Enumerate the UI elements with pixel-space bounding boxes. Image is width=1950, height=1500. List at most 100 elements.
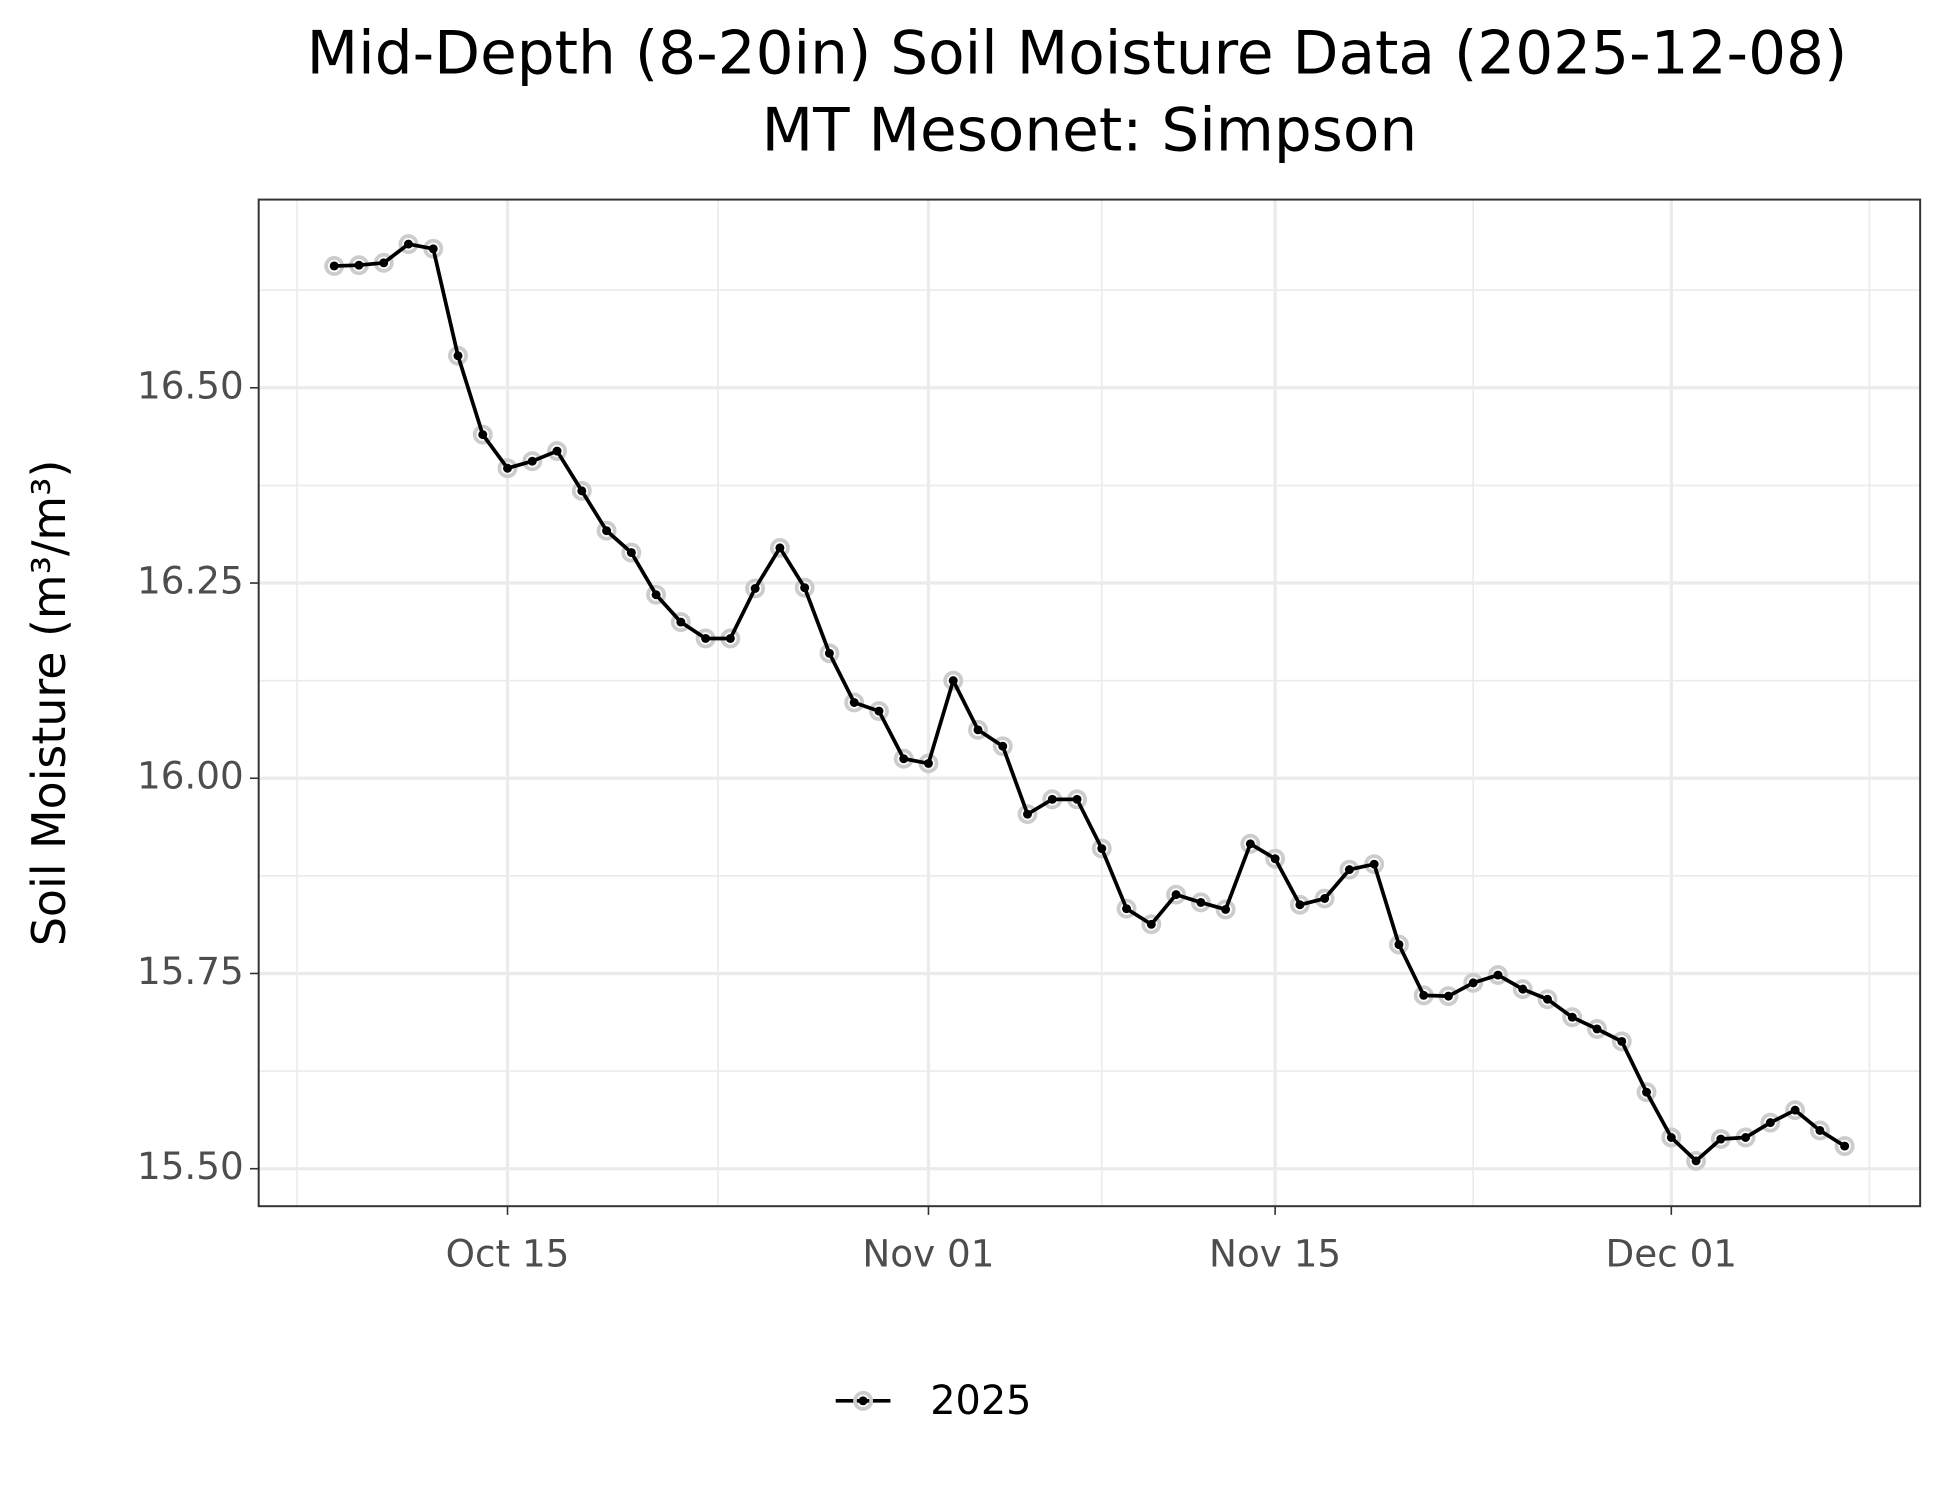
y-tick-label: 16.50 — [137, 363, 244, 407]
point — [923, 758, 933, 768]
point-halo — [868, 701, 889, 722]
point — [1072, 794, 1082, 804]
point-halo — [1636, 1082, 1657, 1103]
point — [626, 548, 636, 558]
point-halo — [1215, 899, 1236, 920]
point — [1617, 1036, 1627, 1046]
point — [701, 634, 711, 643]
point — [998, 741, 1008, 751]
point — [1518, 984, 1528, 994]
point-halo — [1785, 1100, 1806, 1121]
x-tick-label: Nov 15 — [1209, 1231, 1341, 1275]
point — [1394, 940, 1404, 950]
point-halo — [1190, 892, 1211, 913]
point — [1493, 970, 1503, 980]
point — [1171, 890, 1181, 900]
point — [1270, 854, 1280, 864]
point — [1741, 1133, 1751, 1142]
point-halo — [1289, 894, 1310, 915]
point — [1047, 794, 1057, 804]
point — [1320, 894, 1330, 903]
point-halo — [745, 578, 766, 599]
y-tick-label: 16.25 — [137, 559, 244, 603]
point — [404, 239, 413, 249]
point-halo — [1562, 1007, 1583, 1028]
point-halo — [1661, 1127, 1682, 1148]
point — [329, 261, 339, 271]
chart-title: Mid-Depth (8-20in) Soil Moisture Data (2… — [307, 20, 1848, 89]
plot-border — [257, 198, 1922, 1208]
point — [453, 351, 463, 361]
point-halo — [819, 643, 840, 664]
point-halo — [992, 736, 1013, 757]
point-halo — [1512, 979, 1533, 1000]
point — [1221, 904, 1231, 914]
point — [1443, 991, 1453, 1001]
point-halo — [1587, 1019, 1607, 1039]
x-tick-label: Oct 15 — [446, 1231, 570, 1275]
point-halo — [1141, 914, 1162, 935]
point — [602, 526, 612, 536]
point — [577, 486, 587, 496]
point — [503, 463, 513, 473]
point — [1716, 1134, 1726, 1144]
y-tick-label: 15.75 — [137, 949, 244, 993]
point — [1196, 897, 1206, 907]
point — [428, 244, 438, 254]
point — [1344, 865, 1354, 875]
point — [379, 258, 389, 268]
point — [478, 430, 488, 440]
point — [725, 634, 735, 643]
x-tick-label: Dec 01 — [1606, 1231, 1737, 1275]
point — [1840, 1141, 1850, 1151]
point-halo — [621, 542, 642, 563]
legend-halo — [853, 1390, 874, 1411]
point-halo — [1388, 934, 1409, 955]
point — [1146, 919, 1156, 929]
point — [651, 590, 661, 600]
point — [800, 583, 810, 593]
point-halo — [646, 584, 667, 605]
point — [824, 648, 834, 658]
point — [354, 260, 364, 270]
point-halo — [1314, 888, 1335, 909]
point — [948, 676, 958, 686]
point — [1790, 1105, 1800, 1115]
point — [973, 725, 983, 735]
point-halo — [1760, 1112, 1781, 1133]
point-halo — [472, 424, 493, 445]
point-halo — [596, 520, 617, 541]
point-halo — [844, 692, 865, 713]
point — [552, 446, 562, 456]
point — [1765, 1118, 1775, 1128]
point — [1666, 1133, 1676, 1142]
point — [1369, 859, 1379, 869]
point — [1245, 839, 1255, 849]
point-halo — [1686, 1150, 1707, 1171]
point — [1691, 1156, 1701, 1166]
point — [899, 754, 909, 764]
point — [1642, 1087, 1652, 1097]
point — [775, 543, 785, 553]
point-halo — [794, 577, 815, 598]
point-halo — [522, 451, 543, 472]
point — [1122, 904, 1132, 914]
point — [874, 706, 884, 716]
point-halo — [1611, 1031, 1632, 1052]
point-halo — [968, 719, 988, 740]
point-halo — [1488, 965, 1508, 985]
point-halo — [571, 480, 592, 501]
legend-label: 2025 — [930, 1378, 1031, 1424]
point — [1567, 1012, 1577, 1022]
point — [1468, 978, 1478, 988]
point-halo — [1240, 833, 1261, 854]
point — [527, 456, 537, 466]
point-halo — [1116, 898, 1137, 919]
chart-subtitle: MT Mesonet: Simpson — [762, 97, 1418, 166]
y-tick-label: 16.00 — [137, 754, 244, 798]
point-halo — [547, 441, 567, 461]
point — [1097, 844, 1107, 853]
point-halo — [670, 612, 691, 632]
